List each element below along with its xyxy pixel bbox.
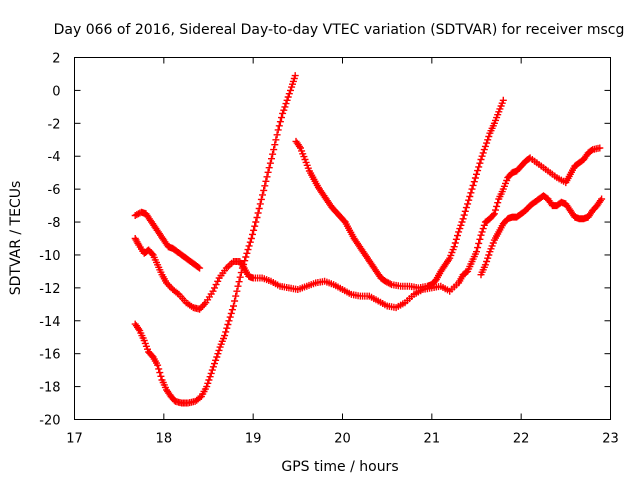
x-tick-label: 18 xyxy=(156,432,173,447)
data-points xyxy=(131,72,606,407)
y-tick-label: -2 xyxy=(48,117,61,132)
y-tick-label: -12 xyxy=(39,282,60,297)
y-tick-label: -16 xyxy=(39,348,60,363)
chart-title: Day 066 of 2016, Sidereal Day-to-day VTE… xyxy=(54,22,625,38)
series-markers xyxy=(131,144,604,313)
x-tick-label: 17 xyxy=(66,432,83,447)
y-tick-label: -14 xyxy=(39,315,60,330)
y-tick-label: -18 xyxy=(39,381,60,396)
x-tick-label: 20 xyxy=(334,432,351,447)
series-markers xyxy=(477,192,606,279)
series-arc-a xyxy=(131,208,204,272)
y-tick-label: -8 xyxy=(48,216,61,231)
series-arc-d xyxy=(292,96,507,292)
series-markers xyxy=(131,208,204,272)
series-markers xyxy=(292,96,507,292)
x-tick-label: 22 xyxy=(513,432,530,447)
y-tick-label: -6 xyxy=(48,183,61,198)
x-tick-label: 21 xyxy=(424,432,441,447)
series-arc-e xyxy=(477,192,606,279)
plot-frame xyxy=(74,57,611,420)
y-tick-label: -10 xyxy=(39,249,60,264)
y-tick-label: 2 xyxy=(52,52,60,67)
axis-ticks: 17 18 19 20 21 22 2320-2-4-6-8-10-12-14-16-18-… xyxy=(39,52,619,447)
x-axis-label: GPS time / hours xyxy=(281,459,398,475)
series-markers xyxy=(131,72,299,407)
x-tick-label: 23 xyxy=(602,432,619,447)
y-axis-label: SDTVAR / TECUs xyxy=(8,181,24,296)
y-tick-label: -4 xyxy=(48,150,61,165)
x-tick-label: 19 xyxy=(245,432,262,447)
y-tick-label: 0 xyxy=(52,84,60,99)
series-arc-b xyxy=(131,144,604,313)
y-tick-label: -20 xyxy=(39,414,60,429)
series-arc-c xyxy=(131,72,299,407)
